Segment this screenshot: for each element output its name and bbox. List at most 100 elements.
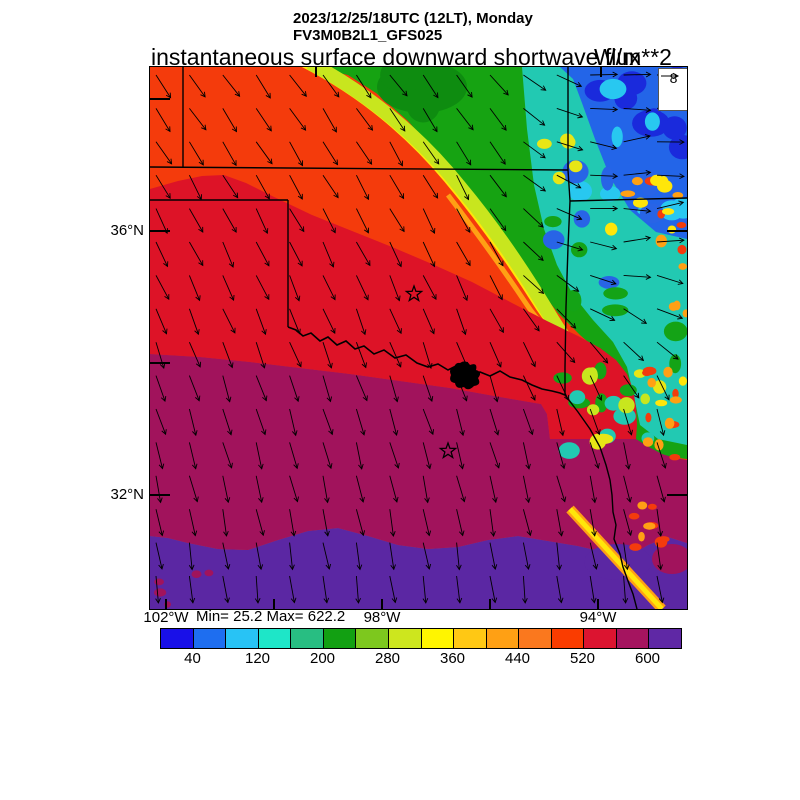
wind-arrow: [656, 341, 679, 360]
wind-arrow: [456, 408, 465, 437]
wind-arrow: [355, 375, 368, 402]
wind-arrow: [523, 108, 546, 126]
wind-arrow: [422, 509, 432, 537]
wind-arrow: [456, 74, 473, 98]
wind-arrow: [456, 208, 471, 234]
wind-arrow: [590, 308, 616, 322]
wind-arrow: [623, 170, 652, 176]
wind-arrow: [222, 174, 239, 199]
wind-arrow: [523, 74, 547, 91]
colorbar-tick-label: 40: [184, 650, 201, 667]
wind-arrow: [322, 74, 340, 98]
wind-arrow: [456, 442, 465, 470]
wind-arrow: [656, 274, 684, 285]
wind-arrow: [155, 542, 164, 570]
wind-arrow: [656, 408, 666, 437]
wind-arrow: [155, 208, 168, 235]
wind-arrow: [422, 442, 432, 470]
wind-arrow: [590, 141, 618, 151]
wind-arrow: [389, 174, 405, 200]
flux-speck: [191, 570, 202, 578]
colorbar-cell-8: [420, 629, 454, 648]
wind-arrow: [556, 174, 582, 189]
wind-arrow: [255, 542, 264, 571]
wind-arrow: [322, 542, 332, 570]
wind-arrow: [656, 509, 663, 537]
colorbar-tick-label: 280: [374, 650, 401, 667]
wind-arrow: [489, 475, 498, 504]
flux-speck: [638, 531, 645, 542]
wind-arrow: [355, 342, 367, 369]
wind-arrow: [155, 442, 165, 470]
wind-arrow: [456, 509, 465, 537]
flux-speck: [204, 569, 214, 577]
wind-arrow: [589, 408, 601, 436]
wind-arrow: [289, 308, 301, 335]
flux-speck: [642, 437, 654, 447]
wind-arrow: [522, 408, 534, 436]
flux-speck: [677, 244, 687, 255]
wind-arrow: [489, 442, 501, 469]
wind-arrow: [422, 475, 430, 504]
flux-speck: [571, 242, 588, 258]
run-datetime-label: 2023/12/25/18UTC (12LT), Monday: [293, 10, 533, 27]
wind-arrow: [422, 575, 429, 604]
wind-arrow: [489, 275, 503, 301]
wind-arrow: [389, 74, 408, 97]
wind-arrow: [556, 375, 570, 401]
colorbar-cell-2: [225, 629, 258, 648]
colorbar-cell-12: [550, 629, 584, 648]
wind-arrow: [623, 208, 652, 214]
wind-arrow: [355, 208, 370, 234]
wind-arrow: [356, 241, 371, 267]
wind-arrow: [189, 141, 204, 166]
wind-arrow: [289, 241, 303, 267]
flux-speck: [605, 222, 618, 236]
wind-arrow: [155, 108, 171, 133]
wind-arrow: [556, 308, 577, 329]
flux-speck: [678, 376, 687, 386]
wind-arrow: [255, 442, 264, 470]
flux-speck: [662, 208, 675, 215]
flux-speck: [560, 133, 575, 147]
flux-speck: [663, 366, 673, 378]
flux-speck: [569, 160, 583, 173]
wind-arrow: [456, 575, 463, 604]
city-star: [438, 441, 458, 460]
plot-title: instantaneous surface downward shortwave…: [151, 44, 641, 70]
wind-arrow: [556, 241, 584, 252]
map-canvas: 8: [149, 66, 688, 610]
colorbar: [160, 628, 682, 649]
wind-arrow: [556, 542, 562, 571]
flux-field-svg: [150, 67, 687, 609]
wind-arrow: [590, 173, 619, 179]
wind-arrow: [389, 208, 405, 233]
flux-speck: [573, 210, 591, 228]
flux-speck: [542, 230, 565, 250]
wind-arrow: [489, 308, 504, 334]
wind-arrow: [489, 408, 500, 436]
wind-arrow: [255, 275, 270, 301]
wind-arrow: [622, 575, 629, 604]
wind-arrow: [389, 408, 399, 437]
wind-arrow: [389, 375, 399, 403]
flux-speck: [663, 321, 687, 342]
flux-speck: [628, 512, 640, 520]
wind-arrow: [489, 174, 507, 198]
flux-speck: [669, 396, 682, 404]
wind-arrow: [422, 408, 434, 436]
flux-speck: [569, 390, 586, 405]
wind-reference-arrow-icon: [661, 72, 680, 80]
wind-arrow: [289, 74, 307, 97]
colorbar-cell-4: [290, 629, 323, 648]
wind-arrow: [255, 241, 270, 267]
wind-arrow: [556, 141, 584, 152]
wind-arrow: [389, 475, 399, 503]
wind-arrow: [188, 275, 201, 302]
wind-arrow: [222, 375, 232, 403]
wind-arrow: [289, 475, 299, 503]
colorbar-cell-13: [583, 629, 616, 648]
wind-arrow: [155, 275, 170, 301]
wind-arrow: [189, 208, 204, 233]
flux-speck: [568, 180, 592, 202]
